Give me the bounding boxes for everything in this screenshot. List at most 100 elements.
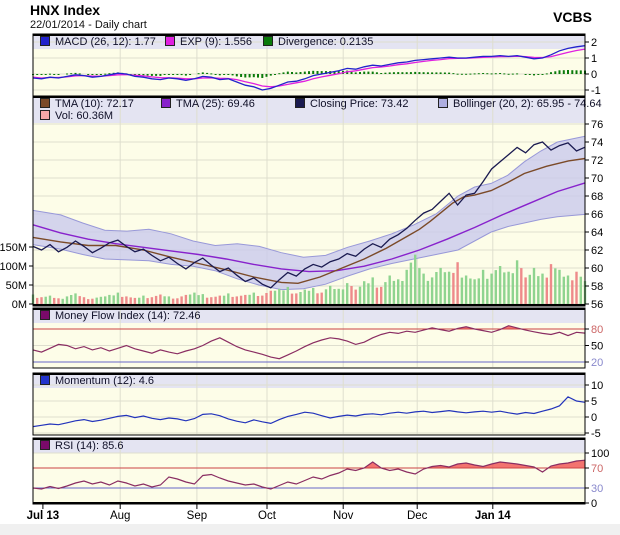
volume-swatch bbox=[40, 110, 50, 120]
macd-line bbox=[32, 45, 586, 91]
momentum-swatch bbox=[40, 375, 50, 385]
closing-price-legend-label: Closing Price: 73.42 bbox=[310, 98, 409, 110]
tma10-swatch bbox=[40, 98, 50, 108]
svg-text:-1: -1 bbox=[591, 85, 601, 97]
svg-text:Oct: Oct bbox=[258, 510, 277, 522]
momentum-panel-frame: 10 5 0 -5 bbox=[32, 372, 603, 440]
divergence-legend-label: Divergence: 0.2135 bbox=[278, 36, 374, 48]
mfi-legend-label: Money Flow Index (14): 72.46 bbox=[55, 310, 201, 322]
mfi-legend: Money Flow Index (14): 72.46 bbox=[33, 310, 585, 323]
svg-text:100M: 100M bbox=[0, 261, 27, 273]
momentum-panel-bg bbox=[33, 373, 585, 435]
rsi-legend: RSI (14): 85.6 bbox=[33, 440, 585, 453]
svg-text:50: 50 bbox=[591, 341, 603, 353]
exp-line bbox=[32, 48, 586, 88]
svg-text:100: 100 bbox=[591, 448, 609, 460]
exp-legend-label: EXP (9): 1.556 bbox=[180, 36, 252, 48]
legend-item: Divergence: 0.2135 bbox=[263, 36, 373, 49]
svg-text:Jan 14: Jan 14 bbox=[475, 510, 511, 522]
macd-legend-label: MACD (26, 12): 1.77 bbox=[55, 36, 156, 48]
legend-item: EXP (9): 1.556 bbox=[165, 36, 252, 49]
legend-item: RSI (14): 85.6 bbox=[40, 440, 123, 453]
legend-item: Closing Price: 73.42 bbox=[295, 98, 408, 111]
svg-text:64: 64 bbox=[591, 227, 603, 239]
macd-swatch bbox=[40, 36, 50, 46]
bollinger-upper bbox=[32, 135, 586, 258]
svg-text:50M: 50M bbox=[6, 280, 27, 292]
tma25-swatch bbox=[161, 98, 171, 108]
mfi-line bbox=[32, 325, 586, 360]
rsi-panel-bg bbox=[33, 438, 585, 504]
mfi-swatch bbox=[40, 310, 50, 320]
macd-panel-bg bbox=[33, 34, 585, 96]
legend-item: TMA (25): 69.46 bbox=[161, 98, 255, 111]
svg-text:56: 56 bbox=[591, 299, 603, 311]
svg-text:150M: 150M bbox=[0, 242, 27, 254]
svg-text:2: 2 bbox=[591, 37, 597, 49]
svg-text:5: 5 bbox=[591, 396, 597, 408]
svg-text:Sep: Sep bbox=[187, 510, 207, 522]
svg-text:62: 62 bbox=[591, 245, 603, 257]
svg-text:72: 72 bbox=[591, 155, 603, 167]
tma25-legend-label: TMA (25): 69.46 bbox=[176, 98, 255, 110]
bollinger-legend-label: Bollinger (20, 2): 65.95 - 74.64 bbox=[453, 98, 602, 110]
svg-text:80: 80 bbox=[591, 324, 603, 336]
legend-item: Momentum (12): 4.6 bbox=[40, 375, 154, 388]
tma10-line bbox=[32, 157, 586, 285]
x-axis: Jul 13 Aug Sep Oct Nov Dec Jan 14 bbox=[27, 504, 511, 522]
svg-text:68: 68 bbox=[591, 191, 603, 203]
bollinger-lower bbox=[32, 213, 586, 291]
svg-text:Aug: Aug bbox=[110, 510, 130, 522]
macd-legend: MACD (26, 12): 1.77 EXP (9): 1.556 Diver… bbox=[33, 36, 585, 49]
rsi-swatch bbox=[40, 440, 50, 450]
page-title: HNX Index bbox=[30, 2, 101, 18]
svg-text:-5: -5 bbox=[591, 428, 601, 440]
svg-text:20: 20 bbox=[591, 357, 603, 369]
svg-text:60: 60 bbox=[591, 263, 603, 275]
svg-text:70: 70 bbox=[591, 463, 603, 475]
closing-price-line bbox=[32, 141, 586, 289]
svg-text:0: 0 bbox=[591, 412, 597, 424]
legend-item: Money Flow Index (14): 72.46 bbox=[40, 310, 201, 323]
volume-bars bbox=[31, 254, 587, 304]
exp-swatch bbox=[165, 36, 175, 46]
closing-price-swatch bbox=[295, 98, 305, 108]
legend-item: TMA (10): 72.17 bbox=[40, 98, 134, 111]
footer-strip bbox=[0, 524, 620, 535]
legend-item: MACD (26, 12): 1.77 bbox=[40, 36, 156, 49]
svg-text:1: 1 bbox=[591, 53, 597, 65]
svg-text:0: 0 bbox=[591, 69, 597, 81]
chart-subtitle: 22/01/2014 - Daily chart bbox=[30, 19, 147, 31]
rsi-line bbox=[32, 459, 586, 490]
brand-logo: VCBS bbox=[553, 9, 592, 25]
svg-text:Jul 13: Jul 13 bbox=[27, 510, 60, 522]
svg-text:Nov: Nov bbox=[333, 510, 354, 522]
legend-item: Vol: 60.36M bbox=[40, 110, 113, 123]
svg-text:30: 30 bbox=[591, 483, 603, 495]
svg-text:70: 70 bbox=[591, 173, 603, 185]
svg-text:76: 76 bbox=[591, 119, 603, 131]
svg-text:74: 74 bbox=[591, 137, 603, 149]
rsi-overbought-fill bbox=[364, 460, 585, 468]
momentum-legend-label: Momentum (12): 4.6 bbox=[55, 375, 155, 387]
rsi-panel-frame: 100 70 30 0 bbox=[32, 437, 609, 510]
mfi-panel-frame: 80 50 20 bbox=[32, 307, 603, 369]
price-legend: TMA (10): 72.17 TMA (25): 69.46 Closing … bbox=[33, 98, 602, 123]
bollinger-swatch bbox=[438, 98, 448, 108]
legend-item: Bollinger (20, 2): 65.95 - 74.64 bbox=[438, 98, 602, 111]
svg-text:0: 0 bbox=[591, 498, 597, 510]
divergence-swatch bbox=[263, 36, 273, 46]
svg-text:0M: 0M bbox=[12, 299, 27, 311]
tma10-legend-label: TMA (10): 72.17 bbox=[55, 98, 134, 110]
rsi-legend-label: RSI (14): 85.6 bbox=[55, 440, 124, 452]
svg-text:Dec: Dec bbox=[407, 510, 428, 522]
momentum-line bbox=[32, 396, 586, 428]
svg-text:58: 58 bbox=[591, 281, 603, 293]
momentum-legend: Momentum (12): 4.6 bbox=[33, 375, 585, 388]
price-panel-frame: 76 74 72 70 68 66 64 62 60 58 56 bbox=[32, 95, 603, 311]
svg-text:66: 66 bbox=[591, 209, 603, 221]
svg-text:10: 10 bbox=[591, 380, 603, 392]
volume-legend-label: Vol: 60.36M bbox=[55, 110, 114, 122]
